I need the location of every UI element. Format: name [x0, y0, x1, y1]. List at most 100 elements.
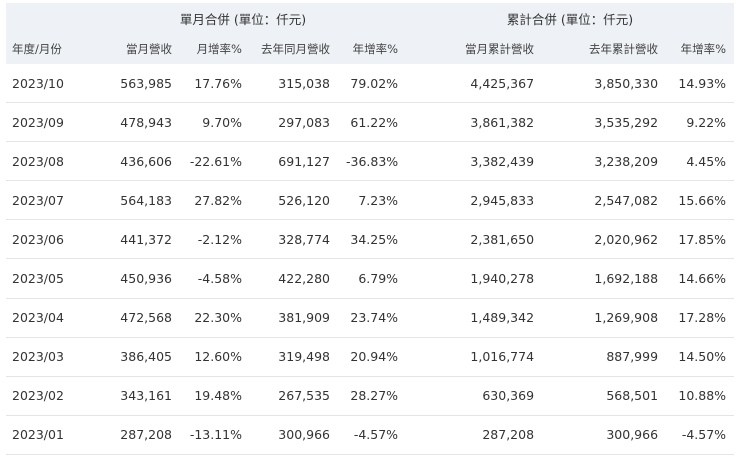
cell-monthly-revenue: 563,985	[80, 64, 180, 104]
cell-cumulative-yoy-rate: 15.66%	[666, 180, 735, 221]
table-header: 單月合併 (單位：仟元) 累計合併 (單位：仟元) 年度/月份 當月營收 月增率…	[6, 3, 735, 64]
cell-last-year-cumulative: 887,999	[542, 337, 667, 377]
cell-monthly-revenue: 436,606	[80, 141, 180, 182]
cell-cumulative-yoy-rate: 10.88%	[666, 376, 735, 416]
table-row: 2023/10 563,985 17.76% 315,038 79.02% 4,425,3…	[6, 64, 735, 104]
cell-cumulative-yoy-rate: 4.45%	[666, 141, 735, 182]
cell-mom-rate: -4.58%	[180, 258, 250, 299]
cell-yoy-rate: 79.02%	[338, 64, 407, 104]
cell-mom-rate: 27.82%	[180, 180, 250, 221]
cell-last-year-month: 381,909	[250, 298, 338, 338]
cell-cumulative-yoy-rate: -4.57%	[666, 415, 735, 455]
cell-last-year-month: 691,127	[250, 141, 338, 182]
cell-last-year-cumulative: 2,547,082	[542, 180, 667, 221]
cell-yoy-rate: -4.57%	[338, 415, 407, 455]
cell-mom-rate: 12.60%	[180, 337, 250, 377]
cell-last-year-month: 300,966	[250, 415, 338, 455]
cell-cumulative-revenue: 1,016,774	[406, 337, 543, 377]
column-header-yoy-rate: 年增率%	[338, 33, 407, 64]
cell-yoy-rate: 28.27%	[338, 376, 407, 416]
cell-cumulative-revenue: 1,940,278	[406, 258, 543, 299]
cell-cumulative-revenue: 287,208	[406, 415, 543, 455]
header-column-row: 年度/月份 當月營收 月增率% 去年同月營收 年增率% 當月累計營收 去年累計營…	[6, 33, 735, 64]
cell-monthly-revenue: 287,208	[80, 415, 180, 455]
table-row: 2023/07 564,183 27.82% 526,120 7.23% 2,945,83…	[6, 180, 735, 221]
header-group-cumulative: 累計合併 (單位：仟元)	[406, 3, 735, 33]
table-row: 2023/02 343,161 19.48% 267,535 28.27% 630,369…	[6, 376, 735, 416]
cell-cumulative-revenue: 630,369	[406, 376, 543, 416]
cell-monthly-revenue: 478,943	[80, 102, 180, 143]
table-row: 2023/03 386,405 12.60% 319,498 20.94% 1,016,7…	[6, 337, 735, 377]
cell-last-year-month: 315,038	[250, 64, 338, 104]
column-header-last-year-cumulative: 去年累計營收	[542, 33, 667, 64]
table-row: 2023/05 450,936 -4.58% 422,280 6.79% 1,940,27…	[6, 258, 735, 299]
table-row: 2023/01 287,208 -13.11% 300,966 -4.57% 287,20…	[6, 415, 735, 455]
cell-last-year-month: 297,083	[250, 102, 338, 143]
cell-monthly-revenue: 450,936	[80, 258, 180, 299]
cell-cumulative-yoy-rate: 9.22%	[666, 102, 735, 143]
cell-period: 2023/03	[6, 337, 80, 377]
cell-yoy-rate: 7.23%	[338, 180, 407, 221]
cell-period: 2023/05	[6, 258, 80, 299]
column-header-monthly-revenue: 當月營收	[80, 33, 180, 64]
revenue-table-container: 單月合併 (單位：仟元) 累計合併 (單位：仟元) 年度/月份 當月營收 月增率…	[6, 3, 735, 455]
cell-cumulative-revenue: 3,382,439	[406, 141, 543, 182]
cell-mom-rate: 22.30%	[180, 298, 250, 338]
cell-cumulative-revenue: 4,425,367	[406, 64, 543, 104]
cell-period: 2023/08	[6, 141, 80, 182]
cell-last-year-month: 267,535	[250, 376, 338, 416]
cell-monthly-revenue: 343,161	[80, 376, 180, 416]
cell-yoy-rate: 20.94%	[338, 337, 407, 377]
cell-last-year-month: 526,120	[250, 180, 338, 221]
cell-cumulative-revenue: 2,945,833	[406, 180, 543, 221]
cell-period: 2023/09	[6, 102, 80, 143]
cell-last-year-month: 319,498	[250, 337, 338, 377]
cell-last-year-cumulative: 3,238,209	[542, 141, 667, 182]
cell-cumulative-yoy-rate: 14.66%	[666, 258, 735, 299]
cell-mom-rate: 9.70%	[180, 102, 250, 143]
table-row: 2023/04 472,568 22.30% 381,909 23.74% 1,489,3…	[6, 298, 735, 338]
header-group-spacer	[6, 3, 80, 33]
cell-yoy-rate: 61.22%	[338, 102, 407, 143]
cell-mom-rate: -2.12%	[180, 219, 250, 260]
cell-monthly-revenue: 564,183	[80, 180, 180, 221]
table-row: 2023/09 478,943 9.70% 297,083 61.22% 3,861,38…	[6, 102, 735, 143]
column-header-mom-rate: 月增率%	[180, 33, 250, 64]
cell-period: 2023/01	[6, 415, 80, 455]
cell-last-year-cumulative: 3,850,330	[542, 64, 667, 104]
header-group-monthly: 單月合併 (單位：仟元)	[80, 3, 407, 33]
cell-cumulative-revenue: 2,381,650	[406, 219, 543, 260]
cell-last-year-cumulative: 568,501	[542, 376, 667, 416]
cell-period: 2023/02	[6, 376, 80, 416]
cell-cumulative-revenue: 1,489,342	[406, 298, 543, 338]
cell-last-year-cumulative: 2,020,962	[542, 219, 667, 260]
cell-last-year-month: 328,774	[250, 219, 338, 260]
cell-period: 2023/06	[6, 219, 80, 260]
header-group-row: 單月合併 (單位：仟元) 累計合併 (單位：仟元)	[6, 3, 735, 33]
cell-yoy-rate: 23.74%	[338, 298, 407, 338]
cell-period: 2023/04	[6, 298, 80, 338]
cell-yoy-rate: -36.83%	[338, 141, 407, 182]
cell-last-year-cumulative: 3,535,292	[542, 102, 667, 143]
cell-cumulative-yoy-rate: 14.50%	[666, 337, 735, 377]
cell-mom-rate: -13.11%	[180, 415, 250, 455]
cell-monthly-revenue: 386,405	[80, 337, 180, 377]
column-header-last-year-month: 去年同月營收	[250, 33, 338, 64]
cell-last-year-cumulative: 1,269,908	[542, 298, 667, 338]
cell-yoy-rate: 6.79%	[338, 258, 407, 299]
cell-period: 2023/10	[6, 64, 80, 104]
cell-last-year-cumulative: 1,692,188	[542, 258, 667, 299]
cell-monthly-revenue: 472,568	[80, 298, 180, 338]
cell-cumulative-yoy-rate: 14.93%	[666, 64, 735, 104]
cell-period: 2023/07	[6, 180, 80, 221]
table-body: 2023/10 563,985 17.76% 315,038 79.02% 4,425,3…	[6, 64, 735, 455]
cell-last-year-month: 422,280	[250, 258, 338, 299]
cell-mom-rate: -22.61%	[180, 141, 250, 182]
cell-last-year-cumulative: 300,966	[542, 415, 667, 455]
cell-yoy-rate: 34.25%	[338, 219, 407, 260]
column-header-cumulative-revenue: 當月累計營收	[406, 33, 543, 64]
cell-mom-rate: 17.76%	[180, 64, 250, 104]
cell-cumulative-yoy-rate: 17.28%	[666, 298, 735, 338]
monthly-revenue-table: 單月合併 (單位：仟元) 累計合併 (單位：仟元) 年度/月份 當月營收 月增率…	[6, 3, 735, 455]
table-row: 2023/06 441,372 -2.12% 328,774 34.25% 2,381,6…	[6, 219, 735, 260]
